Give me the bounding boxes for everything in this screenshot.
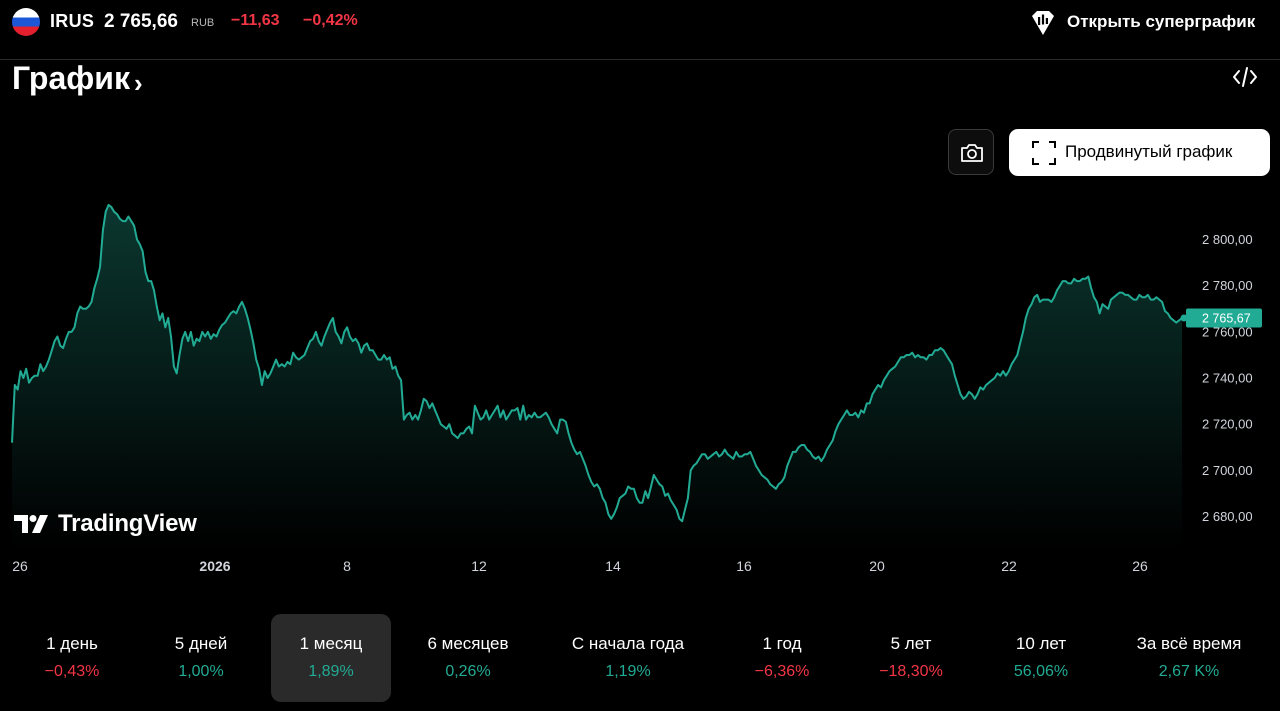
y-axis-tick-label: 2 780,00 (1202, 278, 1253, 293)
price-change-percent: −0,42% (303, 12, 358, 29)
x-axis: 26 2026 8 12 14 16 20 22 26 (12, 558, 1148, 574)
price-chart[interactable]: 2 800,00 2 780,00 2 760,00 2 740,00 2 720,00… (0, 190, 1280, 580)
last-price-tag: 2 765,67 (1186, 308, 1262, 328)
currency-label: RUB (191, 17, 215, 29)
camera-icon (961, 144, 983, 162)
period-button[interactable]: За всё время 2,67 K% (1114, 614, 1264, 702)
x-axis-tick-label: 14 (605, 558, 621, 574)
period-button[interactable]: 5 дней 1,00% (146, 614, 256, 702)
period-button[interactable]: 5 лет −18,30% (856, 614, 966, 702)
advanced-chart-label: Продвинутый график (1065, 142, 1233, 161)
x-axis-tick-label: 12 (471, 558, 487, 574)
x-axis-tick-label: 8 (343, 558, 351, 574)
period-button[interactable]: 10 лет 56,06% (986, 614, 1096, 702)
y-axis-tick-label: 2 680,00 (1202, 509, 1253, 524)
price-area-fill (12, 204, 1182, 550)
period-button[interactable]: 6 месяцев 0,26% (403, 614, 533, 702)
period-button[interactable]: 1 год −6,36% (727, 614, 837, 702)
period-label: С начала года (571, 634, 685, 653)
price-change: −11,63 (231, 12, 280, 29)
y-axis-tick-label: 2 800,00 (1202, 232, 1253, 247)
x-axis-tick-label: 22 (1001, 558, 1017, 574)
advanced-chart-button[interactable]: Продвинутый график (1009, 129, 1270, 176)
period-change-value: 2,67 K% (1158, 663, 1220, 680)
x-axis-tick-label: 2026 (199, 558, 230, 574)
symbol-header: IRUS 2 765,66 RUB −11,63 −0,42% Открыть … (0, 0, 1280, 44)
y-axis-tick-label: 2 700,00 (1202, 463, 1253, 478)
last-price-dot (1180, 314, 1188, 322)
period-change-value: 1,00% (178, 663, 224, 680)
open-supergraph-link[interactable]: Открыть суперграфик (1067, 12, 1256, 31)
period-change-value: 56,06% (1013, 663, 1069, 680)
tradingview-wordmark: TradingView (58, 510, 197, 537)
x-axis-tick-label: 16 (736, 558, 752, 574)
price-line (11, 203, 1183, 523)
period-label: 1 месяц (299, 634, 363, 653)
period-label: 1 год (762, 634, 802, 653)
period-selector: 1 день −0,43% 5 дней 1,00% 1 месяц 1,89% 6 мес… (0, 614, 1280, 702)
x-axis-tick-label: 26 (1132, 558, 1148, 574)
period-change-value: −18,30% (879, 663, 943, 680)
russia-flag-icon (12, 8, 40, 36)
period-label: 6 месяцев (427, 634, 509, 653)
period-button[interactable]: С начала года 1,19% (548, 614, 708, 702)
ticker-symbol[interactable]: IRUS (50, 11, 95, 31)
period-label: 10 лет (1015, 634, 1067, 653)
header-divider (0, 59, 1280, 60)
period-label: За всё время (1136, 634, 1242, 653)
period-button[interactable]: 1 месяц 1,89% (271, 614, 391, 702)
period-change-value: −0,43% (44, 663, 100, 680)
period-change-value: 1,19% (605, 663, 651, 680)
y-axis-tick-label: 2 720,00 (1202, 417, 1253, 432)
last-price-tag-label: 2 765,67 (1202, 312, 1251, 326)
period-label: 5 лет (890, 634, 932, 653)
period-label: 5 дней (174, 634, 228, 653)
period-button[interactable]: 1 день −0,43% (17, 614, 127, 702)
period-change-value: −6,36% (754, 663, 810, 680)
snapshot-button[interactable] (948, 129, 994, 175)
period-change-value: 0,26% (445, 663, 491, 680)
period-label: 1 день (46, 634, 98, 653)
title-chevron-right-icon[interactable]: › (134, 68, 143, 98)
period-change-value: 1,89% (308, 663, 354, 680)
last-price: 2 765,66 (104, 11, 178, 32)
supergraph-diamond-icon[interactable] (1028, 8, 1058, 38)
page-title[interactable]: График (12, 60, 130, 96)
last-price-tag-background (1186, 308, 1262, 328)
y-axis-tick-label: 2 740,00 (1202, 371, 1253, 386)
code-embed-icon[interactable] (1232, 66, 1258, 88)
x-axis-tick-label: 26 (12, 558, 28, 574)
y-axis: 2 800,00 2 780,00 2 760,00 2 740,00 2 720,00… (1202, 232, 1253, 524)
fullscreen-corners-icon (1032, 141, 1056, 165)
tradingview-logo-icon (14, 515, 48, 533)
x-axis-tick-label: 20 (869, 558, 885, 574)
y-axis-tick-label: 2 760,00 (1202, 324, 1253, 339)
